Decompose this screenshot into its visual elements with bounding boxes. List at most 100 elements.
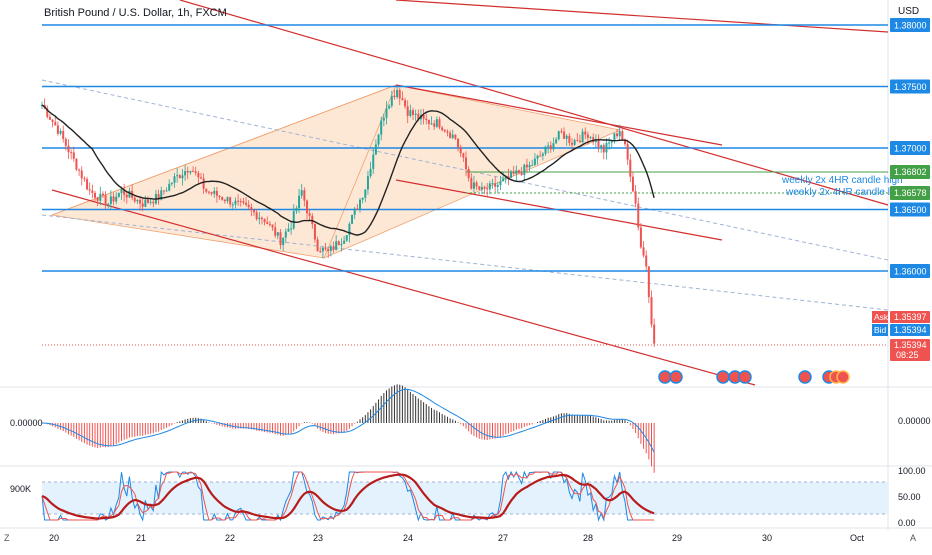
stoch-level-100: 100.00	[898, 466, 926, 476]
candle-body	[454, 134, 457, 139]
candle-body	[565, 135, 568, 139]
candle-body	[372, 154, 375, 169]
candle-body	[578, 140, 581, 143]
candle-body	[78, 169, 81, 171]
bid-label: Bid	[874, 325, 887, 335]
level-price-label: 1.38000	[894, 21, 927, 31]
candle-body	[390, 95, 393, 106]
event-flag-icon[interactable]	[716, 370, 730, 384]
candle-body	[245, 202, 248, 205]
candle-body	[311, 215, 314, 225]
candle-body	[597, 140, 600, 148]
candle-body	[215, 190, 218, 196]
candle-body	[571, 142, 573, 145]
candle-body	[276, 232, 279, 236]
event-flag-icon[interactable]	[798, 370, 812, 384]
candle-body	[364, 189, 367, 198]
candle-body	[547, 145, 550, 147]
candle-body	[149, 201, 152, 203]
support-resistance-lines[interactable]: 1.38000 1.37500 1.37000 1.36500 1.36000	[42, 18, 930, 278]
last-price: 1.35394	[894, 340, 927, 350]
candle-body	[253, 209, 255, 213]
candle-body	[56, 125, 59, 134]
candle-body	[449, 132, 452, 138]
candle-body	[388, 105, 391, 109]
candle-body	[653, 324, 656, 344]
candle-body	[555, 139, 558, 144]
event-flag-icon[interactable]	[658, 370, 672, 384]
candle-body	[67, 145, 70, 153]
triangle-upper-edge	[51, 84, 397, 216]
stoch-level-0: 0.00	[898, 518, 916, 528]
candle-body	[462, 153, 465, 158]
candle-body	[292, 211, 295, 229]
level-price-label: 1.36000	[894, 267, 927, 277]
candle-body	[197, 172, 200, 178]
candle-body	[504, 175, 507, 179]
bottom-a-label[interactable]: A	[910, 533, 916, 543]
candle-body	[539, 155, 542, 157]
candle-body	[86, 179, 89, 190]
level-price-label: 1.37500	[894, 82, 927, 92]
candle-body	[316, 239, 319, 252]
candle-body	[645, 255, 648, 267]
event-flag-icon[interactable]	[669, 370, 683, 384]
candle-body	[518, 170, 520, 173]
candle-body	[162, 190, 165, 192]
candle-body	[165, 190, 168, 192]
event-flag-icon[interactable]	[738, 370, 752, 384]
candle-body	[348, 223, 351, 236]
candle-body	[631, 176, 634, 192]
level-price-tag	[890, 79, 930, 94]
candle-body	[173, 176, 176, 183]
candle-body	[605, 142, 608, 153]
level-price-tag	[890, 18, 930, 32]
moving-average-line[interactable]	[41, 104, 655, 236]
event-flag-icon[interactable]	[836, 370, 850, 384]
channel-line-mid[interactable]	[395, 84, 723, 146]
candle-body	[319, 251, 322, 253]
candle-body	[223, 199, 226, 202]
stoch-slow-line	[41, 473, 655, 520]
candle-body	[271, 224, 274, 228]
dashed-trend-line[interactable]	[41, 214, 889, 311]
channel-line-top[interactable]	[395, 0, 889, 33]
candle-body	[457, 138, 460, 148]
candle-body	[486, 188, 489, 190]
candle-body	[59, 130, 62, 134]
candle-body	[430, 123, 433, 125]
macd-histogram	[44, 384, 655, 473]
candle-body	[83, 178, 86, 180]
time-axis-label: 22	[225, 533, 235, 543]
candle-body	[480, 187, 483, 190]
candle-body	[396, 89, 399, 98]
candle-body	[202, 178, 205, 189]
channel-line-upper[interactable]	[179, 0, 889, 206]
economic-events[interactable]	[658, 370, 850, 384]
candle-body	[178, 175, 181, 179]
candle-body	[438, 119, 441, 128]
candle-body	[443, 130, 446, 132]
candle-body	[268, 223, 271, 225]
candle-body	[563, 131, 566, 139]
candle-body	[576, 140, 579, 142]
candle-body	[109, 196, 112, 204]
candle-body	[120, 189, 123, 194]
channel-line-bottom[interactable]	[51, 189, 756, 386]
candle-body	[470, 177, 473, 189]
candle-body	[329, 246, 332, 251]
time-axis[interactable]: 20 21 22 23 24 27 28 29 30 Oct	[49, 533, 865, 543]
candle-body	[340, 243, 343, 246]
candle-body	[266, 222, 269, 224]
bottom-z-label[interactable]: Z	[4, 533, 10, 543]
candle-body	[144, 199, 147, 207]
candle-body	[427, 119, 430, 125]
candle-body	[610, 141, 613, 143]
time-axis-label: 24	[403, 533, 413, 543]
candle-body	[459, 147, 462, 154]
candle-body	[345, 235, 348, 241]
candle-body	[552, 143, 555, 150]
stoch-left-label: 900K	[10, 484, 31, 494]
